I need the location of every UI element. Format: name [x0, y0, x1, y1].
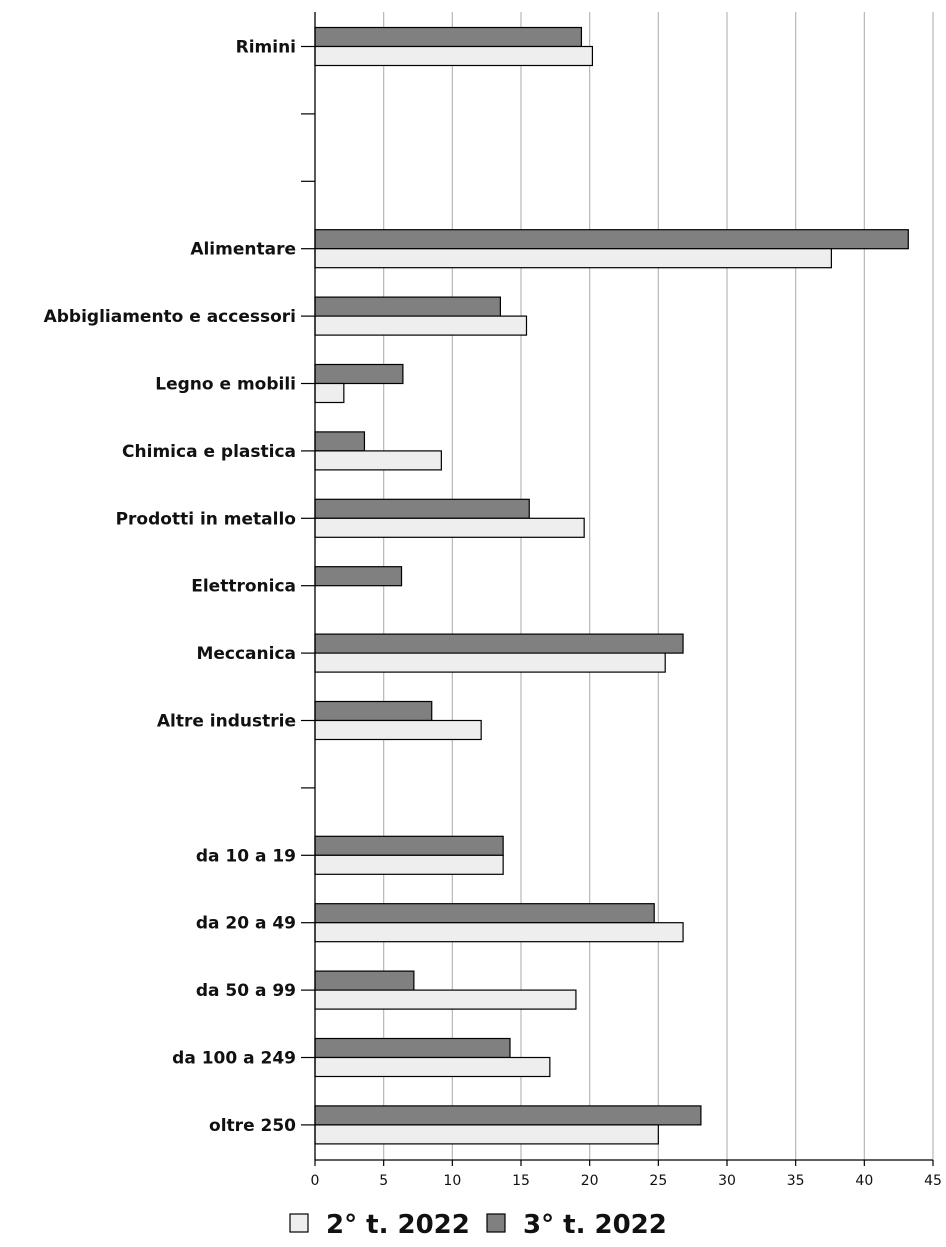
category-label: da 100 a 249 [172, 1049, 296, 1069]
legend-label-3t-2022: 3° t. 2022 [523, 1210, 667, 1240]
category-labels: Rimini Alimentare Abbigliamento e accessor… [44, 38, 297, 1136]
ticks: 0 5 10 15 20 25 30 35 40 45 [301, 45, 942, 1189]
bar-2t-2022 [314, 45, 594, 67]
legend-swatch-2t-2022 [289, 1213, 309, 1233]
category-label: Elettronica [191, 577, 296, 597]
x-tick-label: 25 [649, 1173, 667, 1189]
category-label: Alimentare [190, 240, 296, 260]
x-tick-label: 45 [924, 1173, 942, 1189]
x-tick-label: 40 [855, 1173, 873, 1189]
category-label: da 10 a 19 [196, 846, 296, 866]
bar-3t-2022 [314, 431, 366, 452]
x-tick-label: 15 [512, 1173, 530, 1189]
bar-3t-2022 [314, 835, 504, 856]
bar-3t-2022 [314, 633, 684, 654]
bar-2t-2022 [314, 652, 666, 673]
x-tick-label: 5 [379, 1173, 388, 1189]
bar-3t-2022 [314, 363, 404, 385]
bar-2t-2022 [314, 1124, 659, 1145]
bar-2t-2022 [314, 989, 577, 1010]
category-label: da 20 a 49 [196, 914, 296, 934]
bar-2t-2022 [314, 719, 482, 741]
x-tick-label: 0 [311, 1173, 320, 1189]
bar-2t-2022 [314, 854, 504, 875]
bar-3t-2022 [314, 903, 655, 924]
bar-2t-2022 [314, 315, 528, 336]
x-tick-label: 30 [718, 1173, 736, 1189]
category-label: da 50 a 99 [196, 981, 296, 1001]
legend-swatch-3t-2022 [486, 1213, 506, 1233]
category-label: Chimica e plastica [122, 442, 296, 462]
category-label: Altre industrie [157, 712, 296, 732]
x-tick-label: 35 [787, 1173, 805, 1189]
category-label: oltre 250 [209, 1116, 296, 1136]
category-label: Legno e mobili [155, 375, 296, 395]
bar-3t-2022 [314, 1105, 702, 1126]
x-tick-label: 10 [443, 1173, 461, 1189]
bar-3t-2022 [314, 229, 909, 250]
category-label: Rimini [236, 38, 296, 58]
bar-2t-2022 [314, 450, 442, 471]
bar-3t-2022 [314, 26, 583, 48]
legend: 2° t. 2022 3° t. 2022 [289, 1210, 667, 1240]
x-tick-label: 20 [581, 1173, 599, 1189]
bar-2t-2022 [314, 248, 832, 269]
bar-2t-2022 [314, 517, 585, 538]
category-label: Meccanica [196, 644, 296, 664]
bar-3t-2022 [314, 296, 501, 317]
category-label: Prodotti in metallo [116, 509, 296, 529]
bars [314, 26, 909, 1145]
category-label: Abbigliamento e accessori [44, 307, 296, 327]
bar-2t-2022 [314, 382, 345, 404]
bar-3t-2022 [314, 700, 433, 722]
bar-2t-2022 [314, 922, 684, 943]
bar-3t-2022 [314, 970, 415, 991]
bar-3t-2022 [314, 498, 530, 519]
gridlines [383, 12, 934, 1160]
bar-2t-2022 [314, 1056, 551, 1078]
legend-label-2t-2022: 2° t. 2022 [326, 1210, 470, 1240]
bar-3t-2022 [314, 566, 403, 587]
bar-3t-2022 [314, 1037, 511, 1059]
